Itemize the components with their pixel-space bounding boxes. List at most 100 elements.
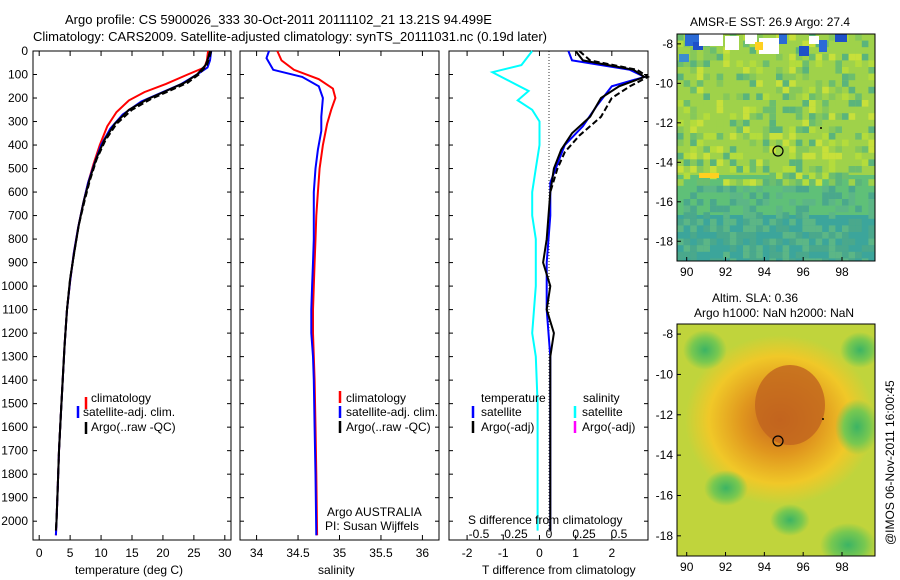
sla-track-dot [822,418,824,420]
sst-cell [677,133,684,140]
difference-panel: -2 -1 0 1 2 S difference from climatology -0… [448,50,650,577]
sst-cell [743,113,750,120]
sst-cell [677,73,684,81]
x-tick-label: 25 [187,546,201,560]
sst-cell [782,212,790,219]
sst-cell [723,238,730,246]
sst-cell [776,86,783,94]
map-y-tick-label: -12 [656,116,674,130]
legend-header-temperature: temperature [481,391,546,405]
sst-cell [683,172,691,180]
y-tick-label: 900 [8,256,28,270]
sst-cell [762,106,770,114]
sst-cell [683,251,691,259]
temperature-axis: 0 5 10 15 20 25 300100200300400500600700800900… [1,44,232,560]
sst-cell [809,232,816,239]
sst-cell [848,225,856,232]
sst-cell [769,238,776,246]
series-line-climatology [54,50,210,536]
sst-cell [855,34,862,41]
sst-cell [716,47,724,54]
sst-cell [789,100,796,107]
sst-cell [703,146,710,153]
sst-cell [815,159,823,166]
sst-cell [683,199,691,206]
sst-cell [809,172,816,180]
sst-cell [802,146,809,153]
series-line-temperature-satellite [545,50,648,531]
sst-cell [789,34,796,41]
x-tick-label: 15 [125,546,139,560]
sst-cell [868,192,875,199]
sst-cell [749,73,757,81]
sst-cell [776,80,783,87]
sst-cell [762,159,770,166]
sst-cell [828,126,836,133]
sst-cell [677,251,684,259]
sst-cell [842,199,849,206]
sst-cell [868,60,875,67]
salinity-frame [239,50,440,541]
sst-cell [848,185,856,193]
sst-cell [855,53,862,61]
sst-cell [822,53,829,61]
sst-cell [815,60,823,67]
sst-cell [809,100,816,107]
sst-cell [749,225,757,232]
sst-cell [809,159,816,166]
sst-cell [729,152,737,160]
sst-cell [710,133,717,140]
sst-cell [802,205,809,213]
sst-cell [789,238,796,246]
map-y-tick-label: -16 [656,195,674,209]
sst-cell [828,245,836,252]
sst-cell [828,172,836,180]
sst-cell [861,159,869,166]
sst-cell [842,67,849,74]
sst-cell [756,212,763,219]
sst-cell [809,179,816,186]
sst-cell [776,133,783,140]
sst-cell-masked [809,36,819,44]
sst-cell [776,73,783,81]
sst-cell [802,245,809,252]
sst-cell [809,47,816,54]
sla-map-subtitle: Argo h1000: NaN h2000: NaN [694,306,854,320]
sst-cell [716,133,724,140]
sla-map-panel: Altim. SLA: 0.36 Argo h1000: NaN h2000: … [656,291,876,574]
sst-cell [749,212,757,219]
sst-cell [723,139,730,147]
sst-cell [690,205,697,213]
sst-cell [723,152,730,160]
sst-cell [723,53,730,61]
sst-cell [835,146,842,153]
sst-cell [776,238,783,246]
y-tick-label: 1400 [1,373,28,387]
sst-cell [855,166,862,173]
sst-cell [716,258,724,261]
sst-cell [743,53,750,61]
sst-cell [703,113,710,120]
sst-cell [710,152,717,160]
sst-cell [802,126,809,133]
sst-cell [855,251,862,259]
sst-cell [802,225,809,232]
salinity-axis: 34 34.5 35 35.5 36 [240,50,439,560]
sst-cell [743,133,750,140]
sst-cell [762,179,770,186]
sst-cell [690,126,697,133]
sst-cell [710,53,717,61]
x-tick-label: 34 [250,546,264,560]
x-tick-label: 36 [416,546,430,560]
sst-cell [795,67,803,74]
sst-cell [729,119,737,127]
sst-cell [835,192,842,199]
sst-cell [690,218,697,226]
sst-cell [716,225,724,232]
sst-cell [743,225,750,232]
x-tick-label: 34.5 [286,546,310,560]
t-difference-xlabel: T difference from climatology [482,563,636,577]
sst-cell [677,126,684,133]
sla-map-frame [676,323,876,557]
sst-cell [802,199,809,206]
